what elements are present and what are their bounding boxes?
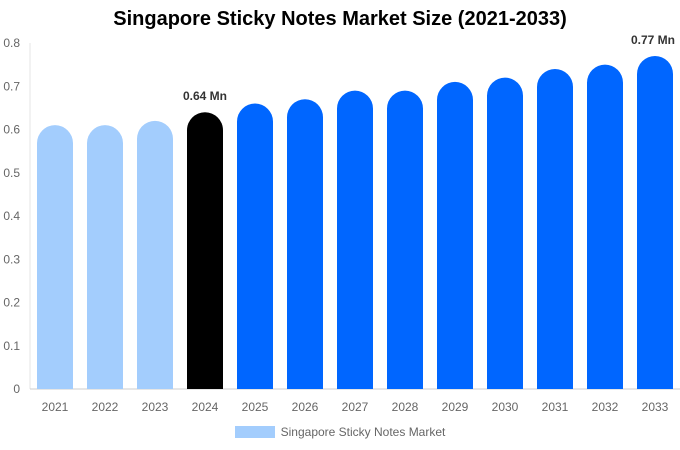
data-label: 0.64 Mn [183,89,227,103]
legend-swatch [234,426,275,438]
x-tick-label: 2027 [342,400,369,414]
x-tick-label: 2022 [92,400,119,414]
legend: Singapore Sticky Notes Market [0,425,680,439]
x-tick-label: 2033 [642,400,669,414]
bar-2025 [237,103,273,390]
x-tick-label: 2024 [192,400,219,414]
bar-2032 [587,64,623,389]
y-tick-label: 0.7 [3,79,20,93]
bar-2028 [387,90,423,389]
bar-2029 [437,81,473,390]
x-tick-label: 2031 [542,400,569,414]
x-tick-label: 2021 [42,400,69,414]
bar-2033 [637,55,673,389]
y-tick-label: 0.4 [3,209,20,223]
bar-2024 [187,112,223,389]
legend-label: Singapore Sticky Notes Market [280,425,446,439]
y-tick-label: 0.6 [3,123,20,137]
y-tick-label: 0 [13,382,20,396]
y-tick-label: 0.2 [3,296,20,310]
bar-2026 [287,99,323,389]
x-tick-label: 2023 [142,400,169,414]
x-tick-label: 2029 [442,400,469,414]
y-tick-label: 0.1 [3,339,20,353]
bar-2021 [37,125,73,390]
y-tick-label: 0.8 [3,36,20,50]
y-tick-label: 0.5 [3,166,20,180]
x-tick-label: 2032 [592,400,619,414]
y-tick-label: 0.3 [3,252,20,266]
bar-2031 [537,68,573,389]
x-tick-label: 2025 [242,400,269,414]
x-tick-label: 2030 [492,400,519,414]
x-tick-label: 2026 [292,400,319,414]
chart-title: Singapore Sticky Notes Market Size (2021… [113,8,567,30]
bar-2030 [487,77,523,389]
bar-2023 [137,120,173,389]
data-label: 0.77 Mn [631,33,675,47]
x-tick-label: 2028 [392,400,419,414]
bar-2027 [337,90,373,389]
bar-2022 [87,125,123,390]
